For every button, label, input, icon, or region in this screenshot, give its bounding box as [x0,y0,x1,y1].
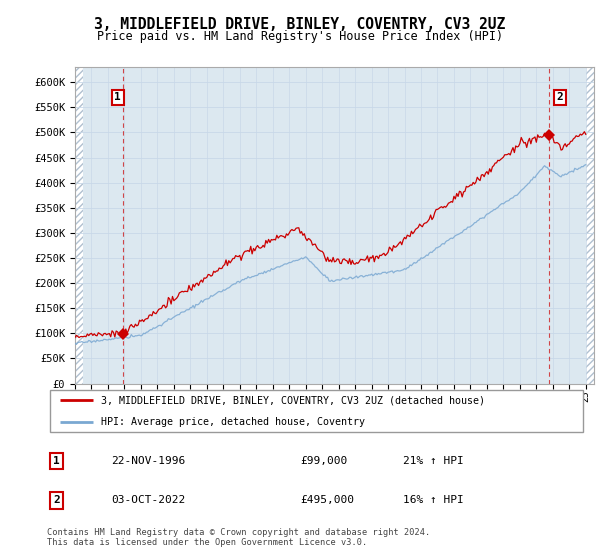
Text: 2: 2 [53,496,60,505]
Bar [75,67,83,384]
FancyBboxPatch shape [49,390,583,432]
Text: 22-NOV-1996: 22-NOV-1996 [112,456,186,465]
Text: Contains HM Land Registry data © Crown copyright and database right 2024.
This d: Contains HM Land Registry data © Crown c… [47,528,430,547]
Text: 1: 1 [53,456,60,465]
Text: £99,000: £99,000 [301,456,348,465]
Text: HPI: Average price, detached house, Coventry: HPI: Average price, detached house, Cove… [101,417,365,427]
Bar [586,67,594,384]
Text: £495,000: £495,000 [301,496,355,505]
Text: 16% ↑ HPI: 16% ↑ HPI [403,496,464,505]
Text: 03-OCT-2022: 03-OCT-2022 [112,496,186,505]
Text: 21% ↑ HPI: 21% ↑ HPI [403,456,464,465]
Text: Price paid vs. HM Land Registry's House Price Index (HPI): Price paid vs. HM Land Registry's House … [97,30,503,43]
Text: 3, MIDDLEFIELD DRIVE, BINLEY, COVENTRY, CV3 2UZ: 3, MIDDLEFIELD DRIVE, BINLEY, COVENTRY, … [94,17,506,32]
Text: 2: 2 [557,92,563,102]
Text: 1: 1 [115,92,121,102]
Text: 3, MIDDLEFIELD DRIVE, BINLEY, COVENTRY, CV3 2UZ (detached house): 3, MIDDLEFIELD DRIVE, BINLEY, COVENTRY, … [101,395,485,405]
